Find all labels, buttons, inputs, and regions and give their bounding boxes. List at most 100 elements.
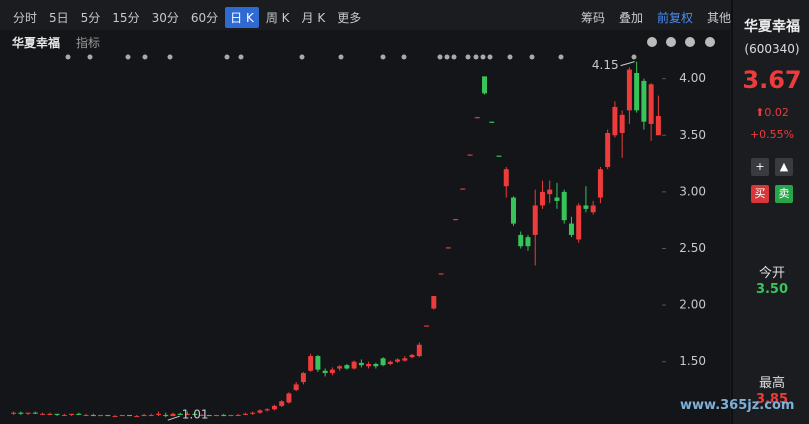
candle-body: [655, 116, 661, 136]
tool-menu[interactable]: 筹码: [580, 10, 605, 25]
candle-body: [590, 205, 596, 213]
y-tick-label: 3.50: [679, 128, 706, 142]
candle-body: [177, 413, 183, 415]
candle-body: [11, 412, 17, 414]
candle-body: [402, 358, 408, 361]
candle-body: [554, 197, 560, 201]
tool-menu[interactable]: 其他: [706, 10, 731, 25]
candle-body: [366, 363, 372, 367]
quote-change: 0.02: [764, 106, 789, 119]
candle-body: [127, 414, 133, 417]
candle-body: [257, 410, 263, 413]
candle-body: [431, 296, 437, 309]
candle-body: [626, 69, 632, 111]
quote-panel: 华夏幸福 (600340) 3.67 ⬆0.02 +0.55% + ▲ 买卖 今开…: [731, 0, 809, 424]
candle-body: [213, 414, 219, 417]
candle-body: [192, 413, 198, 415]
candle-body: [228, 414, 234, 417]
candle-body: [18, 412, 24, 414]
candle-body: [539, 191, 545, 206]
candle-body: [83, 414, 89, 416]
period-tab[interactable]: 日 K: [225, 6, 259, 28]
candle-body: [54, 413, 60, 415]
candle-body: [583, 205, 589, 209]
period-tab[interactable]: 分时: [13, 10, 38, 25]
watermark: www.365jz.com: [680, 398, 795, 413]
candle-body: [416, 344, 422, 357]
icon-row: + ▲: [733, 155, 809, 176]
candle-body: [112, 416, 118, 418]
candle-body: [322, 370, 328, 374]
candle-body: [460, 188, 466, 190]
candle-body: [242, 413, 248, 415]
period-tab[interactable]: 周 K: [265, 10, 290, 25]
high-arrow: [620, 61, 635, 67]
period-tab[interactable]: 30分: [151, 10, 179, 25]
sell-btn[interactable]: 卖: [775, 185, 793, 203]
high-label: 最高: [758, 376, 785, 391]
high-marker: 4.15: [592, 58, 619, 72]
candle-body: [271, 405, 277, 410]
period-tab[interactable]: 月 K: [301, 10, 326, 25]
candle-body: [250, 412, 256, 414]
trade-row: 买卖: [733, 182, 809, 203]
candle-body: [156, 413, 162, 415]
period-tab[interactable]: 更多: [337, 10, 362, 25]
candle-body: [206, 414, 212, 417]
period-tab[interactable]: 15分: [112, 10, 140, 25]
candle-body: [445, 247, 451, 249]
candle-body: [141, 414, 147, 417]
quote-change-row: ⬆0.02: [755, 106, 789, 119]
period-tab[interactable]: 60分: [190, 10, 219, 25]
candle-body: [634, 72, 640, 111]
stock-name: 华夏幸福: [12, 36, 61, 50]
candle-body: [315, 356, 321, 370]
candle-body: [279, 401, 285, 406]
candle-body: [235, 414, 241, 416]
window-icons[interactable]: [647, 37, 715, 47]
high-value: 3.85: [755, 392, 789, 407]
quote-name: 华夏幸福: [744, 19, 800, 35]
alert-btn[interactable]: ▲: [775, 158, 793, 176]
candle-body: [387, 361, 393, 364]
y-tick-label: 1.50: [679, 354, 706, 368]
candle-body: [532, 205, 538, 235]
candle-body: [69, 413, 75, 415]
buy-btn[interactable]: 买: [751, 185, 769, 203]
candle-body: [547, 189, 553, 195]
candle-body: [373, 363, 379, 367]
tool-menu[interactable]: 叠加: [618, 10, 643, 25]
candle-body: [329, 369, 335, 374]
tool-bar: 筹码 叠加 前复权 其他: [567, 0, 731, 34]
candle-body: [438, 273, 444, 275]
candle-body: [612, 106, 618, 136]
candle-body: [308, 356, 314, 371]
chart-header: 华夏幸福 指标: [0, 32, 730, 50]
period-tab[interactable]: 5日: [49, 10, 69, 25]
add-btn[interactable]: +: [751, 158, 769, 176]
quote-price: 3.67: [742, 66, 802, 94]
candle-body: [453, 219, 459, 221]
y-tick-label: 2.00: [679, 298, 706, 312]
candle-body: [90, 414, 96, 417]
chart: 1.50 2.00 2.50 3.00 3.50 4.00 4.15 1.01: [0, 30, 730, 424]
indicator-menu[interactable]: 指标: [76, 36, 101, 50]
candle-body: [199, 414, 205, 416]
candle-body: [25, 412, 31, 414]
candle-body: [337, 366, 343, 369]
candle-body: [300, 373, 306, 383]
candle-body: [358, 362, 364, 366]
candle-body: [648, 84, 654, 124]
candle-body: [286, 393, 292, 403]
candle-body: [32, 412, 38, 414]
plot-bg: [0, 30, 730, 424]
candle-body: [482, 76, 488, 94]
candle-body: [119, 414, 125, 417]
y-tick-label: 2.50: [679, 241, 706, 255]
period-tab[interactable]: 5分: [80, 10, 101, 25]
open-value: 3.50: [755, 282, 789, 297]
tool-menu[interactable]: 前复权: [656, 10, 693, 25]
candle-body: [47, 413, 53, 415]
candle-body: [148, 414, 154, 416]
candle-body: [395, 359, 401, 362]
